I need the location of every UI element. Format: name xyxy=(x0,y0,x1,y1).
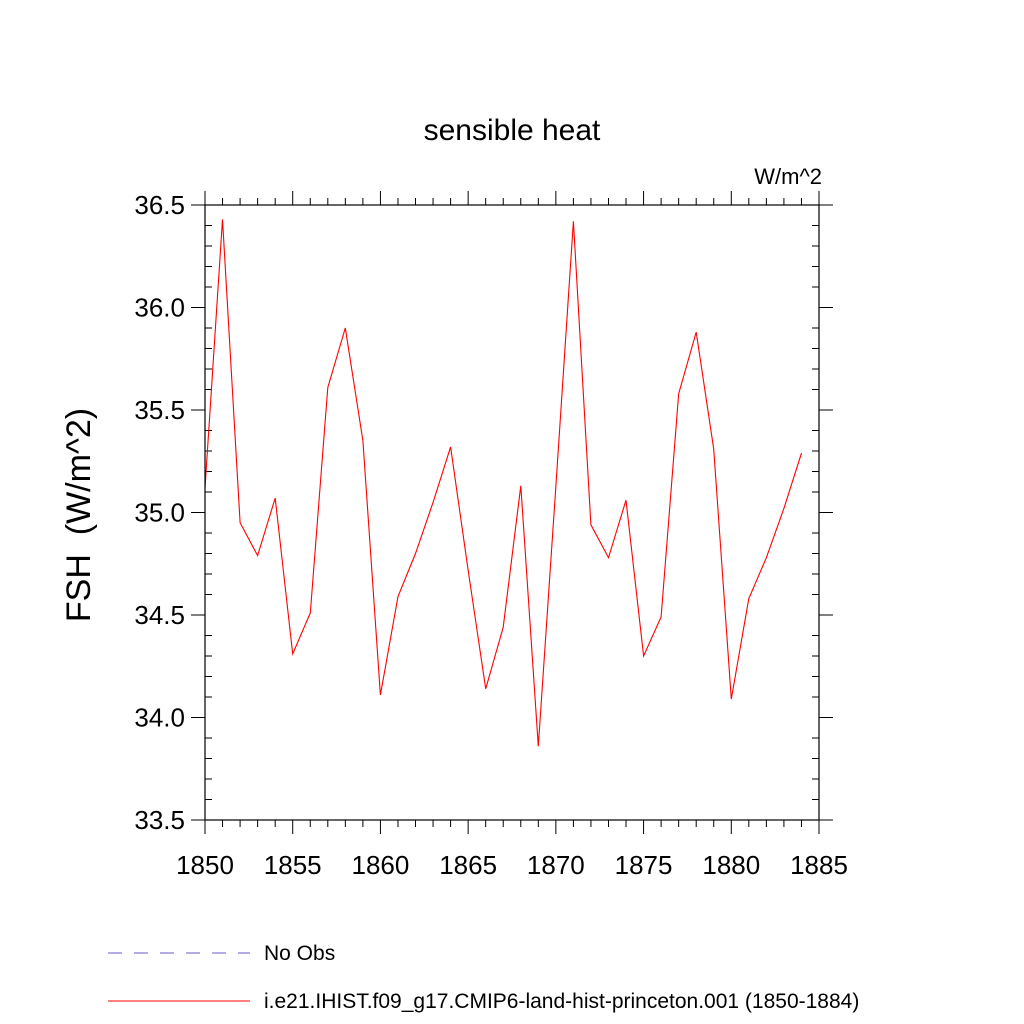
y-axis-label: FSH (W/m^2) xyxy=(60,408,98,622)
x-tick-label: 1865 xyxy=(439,850,497,880)
y-tick-label: 34.5 xyxy=(134,600,185,630)
data-lines xyxy=(204,219,803,747)
y-tick-label: 35.0 xyxy=(134,498,185,528)
x-tick-labels: 1850 1855 1860 1865 1870 1875 1880 1885 xyxy=(176,850,848,880)
y-tick-label: 36.5 xyxy=(134,190,185,220)
chart-title: sensible heat xyxy=(424,114,601,147)
axis-ticks xyxy=(191,191,833,834)
legend: No Obs i.e21.IHIST.f09_g17.CMIP6-land-hi… xyxy=(108,942,859,1013)
x-tick-label: 1875 xyxy=(615,850,673,880)
y-tick-label: 35.5 xyxy=(134,395,185,425)
y-tick-label: 34.0 xyxy=(134,703,185,733)
x-tick-label: 1855 xyxy=(264,850,322,880)
x-tick-label: 1870 xyxy=(527,850,585,880)
legend-label-no-obs: No Obs xyxy=(264,942,335,965)
x-tick-label: 1880 xyxy=(702,850,760,880)
x-tick-label: 1860 xyxy=(352,850,410,880)
y-tick-labels: 33.5 34.0 34.5 35.0 35.5 36.0 36.5 xyxy=(134,190,185,835)
y-tick-label: 36.0 xyxy=(134,293,185,323)
series-line xyxy=(204,219,803,747)
x-tick-label: 1850 xyxy=(176,850,234,880)
units-label: W/m^2 xyxy=(754,164,822,189)
x-tick-label: 1885 xyxy=(790,850,848,880)
y-tick-label: 33.5 xyxy=(134,805,185,835)
legend-label-model: i.e21.IHIST.f09_g17.CMIP6-land-hist-prin… xyxy=(264,990,859,1013)
plot-frame xyxy=(204,204,820,821)
